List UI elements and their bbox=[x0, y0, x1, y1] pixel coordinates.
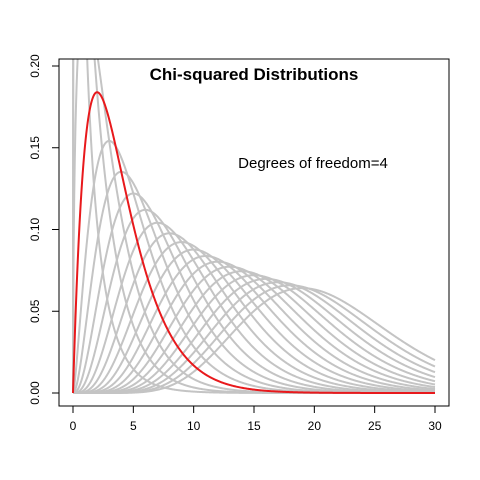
y-tick-label: 0.05 bbox=[28, 299, 42, 323]
y-tick-label: 0.00 bbox=[28, 381, 42, 405]
chi-sq-curve-df-11 bbox=[73, 241, 436, 394]
chi-sq-curve-df-10 bbox=[73, 232, 436, 394]
chi-sq-curve-df-18 bbox=[73, 277, 436, 394]
chi-sq-curve-df-7 bbox=[72, 192, 435, 394]
x-tick-label: 10 bbox=[187, 419, 201, 433]
y-tick-label: 0.20 bbox=[28, 54, 42, 78]
chi-sq-curve-df-4-highlighted bbox=[72, 91, 435, 394]
chi-sq-curve-df-21 bbox=[73, 287, 436, 394]
chi-sq-curve-df-12 bbox=[73, 248, 436, 394]
chi-sq-curve-df-16 bbox=[73, 270, 436, 394]
chi-sq-curve-df-13 bbox=[73, 255, 436, 394]
x-tick-label: 30 bbox=[428, 419, 442, 433]
curve-group bbox=[72, 59, 436, 394]
x-tick-label: 0 bbox=[70, 419, 77, 433]
chi-sq-curve-df-9 bbox=[73, 221, 436, 394]
chi-sq-curve-df-17 bbox=[73, 274, 436, 394]
df-annotation: Degrees of freedom=4 bbox=[238, 155, 388, 172]
x-tick-label: 25 bbox=[368, 419, 382, 433]
x-tick-label: 15 bbox=[247, 419, 261, 433]
y-tick-label: 0.15 bbox=[28, 136, 42, 160]
plot-frame bbox=[58, 58, 450, 407]
x-tick-label: 20 bbox=[308, 419, 322, 433]
x-tick-label: 5 bbox=[130, 419, 137, 433]
y-axis: 0.00 0.05 0.10 0.15 0.20 bbox=[28, 54, 60, 405]
y-tick-label: 0.10 bbox=[28, 217, 42, 241]
x-axis: 0 5 10 15 20 25 30 bbox=[70, 405, 442, 433]
chart-title: Chi-squared Distributions bbox=[150, 65, 359, 84]
